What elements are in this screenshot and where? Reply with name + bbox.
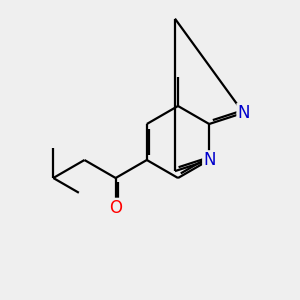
Text: N: N bbox=[237, 104, 250, 122]
Text: N: N bbox=[203, 151, 215, 169]
Text: O: O bbox=[109, 199, 122, 217]
